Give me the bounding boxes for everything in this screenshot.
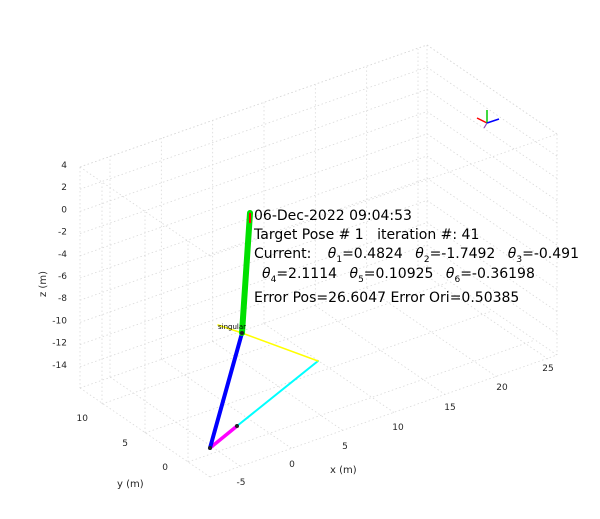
theta1-symbol: θ [328,246,337,262]
x-grid-line [212,341,343,431]
z-tick-label: -6 [58,272,67,282]
theta6-sub: 6 [454,275,460,285]
target-frame-icon [476,110,500,129]
z-tick-label: 4 [61,161,67,171]
theta1-sub: 1 [336,255,342,265]
robot-link-1 [208,424,239,450]
frame-z-axis [486,118,500,124]
robot-link-6 [239,210,253,336]
z-grid-line [426,89,558,179]
z-tick-label: -8 [58,294,67,304]
grid-line [79,166,211,257]
timestamp-text: 06-Dec-2022 09:04:53 [254,208,412,224]
theta3-value: =-0.491 [522,246,579,262]
theta4-symbol: θ [262,266,271,282]
z-grid-line [79,66,428,190]
frame-diag-axis [483,122,488,129]
z-grid-line [79,89,428,212]
z-grid-line [79,200,428,323]
y-tick-label: 5 [122,439,128,449]
target-pose-text: Target Pose # 1 iteration #: 41 [253,227,479,243]
x-grid-line [263,323,395,413]
z-grid-line [79,111,428,234]
x-tick-label: 10 [392,423,404,433]
z-tick-label: -10 [52,316,67,326]
robot-link-4 [241,332,319,362]
theta6-symbol: θ [446,266,455,282]
z-grid-line [426,133,558,224]
theta5-sub: 5 [358,275,364,285]
z-tick-labels: 4 2 0 -2 -4 -6 -8 -10 -12 -14 [52,161,67,371]
singular-label: singular [218,323,246,331]
z-grid-line [79,244,428,368]
y-grid-line [187,339,536,463]
robot-link-3 [208,331,244,450]
theta6-value: =-0.36198 [460,266,535,282]
x-tick-label: -5 [237,478,246,488]
x-axis-label: x (m) [330,465,357,476]
y-tick-label: 10 [77,414,89,424]
z-grid-line [79,222,428,345]
theta5-symbol: θ [349,266,358,282]
grid-line [79,265,428,389]
grid-line [209,354,558,478]
status-annotation: 06-Dec-2022 09:04:53 Target Pose # 1 ite… [253,208,579,306]
error-text: Error Pos=26.6047 Error Ori=0.50385 [254,290,519,306]
current-prefix: Current: [254,246,311,262]
z-grid-line [79,177,428,301]
z-tick-label: -2 [58,228,67,238]
theta4-sub: 4 [271,275,277,285]
theta2-value: =-1.7492 [430,246,496,262]
joint-marker [240,331,244,335]
x-tick-labels: -5 0 5 10 15 20 25 [237,364,554,488]
theta5-value: =0.10925 [364,266,434,282]
y-tick-label: 0 [162,463,168,473]
theta2-symbol: θ [415,246,424,262]
theta3-sub: 3 [516,255,522,265]
theta4-value: =2.1114 [276,266,337,282]
y-grid-line [144,310,493,434]
y-grid-line [101,281,450,405]
x-tick-label: 0 [289,460,295,470]
x-tick-label: 15 [444,403,455,413]
joint-marker [208,446,212,450]
z-grid-line [79,155,428,279]
x-tick-label: 20 [496,383,508,393]
z-tick-label: 0 [61,205,67,215]
z-tick-label: 2 [61,183,67,193]
y-axis-label: y (m) [117,479,144,490]
z-grid-line [426,66,558,157]
current-thetas-line1: Current: θ1=0.4824 θ2=-1.7492 θ3=-0.491 [254,246,579,265]
z-tick-label: -14 [52,361,67,371]
x-tick-label: 25 [542,364,553,374]
x-grid-line [417,269,549,360]
z-tick-label: -12 [52,339,67,349]
z-grid-line [79,133,428,257]
robot-link-5 [217,324,243,334]
z-axis-label: z (m) [38,271,49,297]
axes-grid [79,44,558,478]
x-tick-label: 5 [342,442,348,452]
z-grid-line [79,44,428,168]
joint-marker [235,424,239,428]
z-tick-label: -4 [58,250,67,260]
robot-links [208,210,319,450]
theta1-value: =0.4824 [342,246,403,262]
robot-link-2 [236,360,319,427]
theta2-sub: 2 [424,255,430,265]
z-grid-line [426,111,558,201]
current-thetas-line2: θ4=2.1114 θ5=0.10925 θ6=-0.36198 [262,266,535,285]
frame-x-axis [476,117,488,124]
grid-line [209,133,558,257]
theta3-symbol: θ [508,246,517,262]
y-tick-labels: 0 5 10 [77,414,169,473]
x-grid-line [109,376,241,467]
